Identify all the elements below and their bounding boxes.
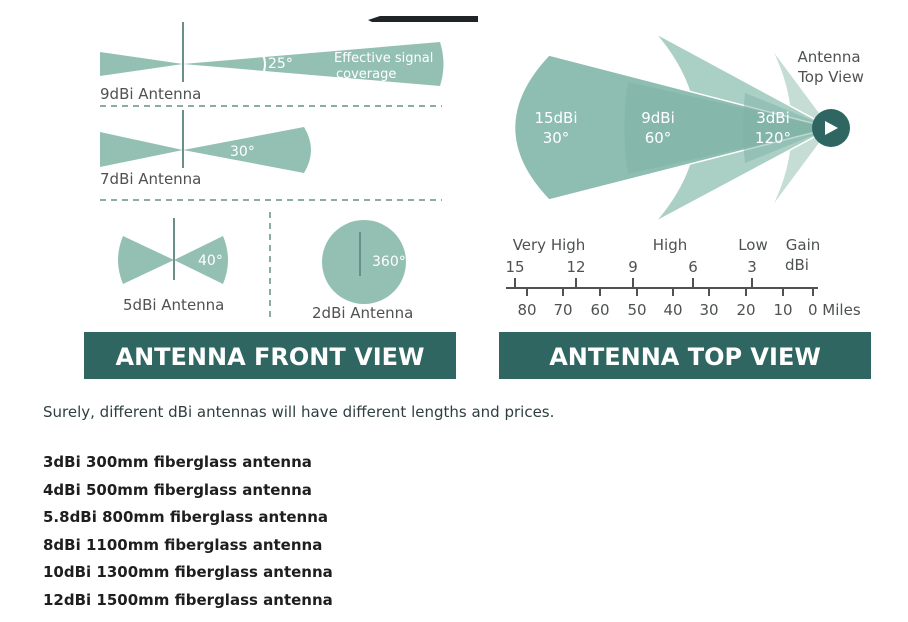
label-9dbi: 9dBi Antenna: [100, 85, 201, 103]
mile-tick-marks: 80 70 60 50 40 30 20 10 0 Miles: [517, 288, 861, 319]
mile-tick-label: 0 Miles: [808, 301, 861, 319]
lobe-3dbi-inner: [743, 93, 831, 163]
mile-tick-label: 50: [627, 301, 646, 319]
gain-tick-label: 6: [688, 258, 698, 276]
list-item: 3dBi 300mm fiberglass antenna: [43, 453, 312, 471]
beam-7dbi-back: [100, 132, 183, 167]
category-very-high: Very High: [513, 236, 586, 254]
beam-9dbi-main: [183, 42, 444, 86]
lobe-3dbi-angle: 120°: [755, 129, 791, 147]
angle-2dbi: 360°: [372, 254, 406, 270]
mile-tick-label: 30: [699, 301, 718, 319]
lobe-15dbi-angle: 30°: [543, 129, 570, 147]
antenna-9dbi: 25° Effective signal coverage 9dBi Anten…: [100, 22, 444, 103]
category-high: High: [653, 236, 687, 254]
distance-scale: Very High High Low Gain dBi 15 12 9 6 3 80 70…: [505, 236, 860, 319]
antenna-length-list: 3dBi 300mm fiberglass antenna 4dBi 500mm…: [43, 449, 333, 615]
mile-tick-label: 10: [773, 301, 792, 319]
antenna-7dbi: 30° 7dBi Antenna: [100, 110, 311, 188]
label-5dbi: 5dBi Antenna: [123, 296, 224, 314]
list-item: 12dBi 1500mm fiberglass antenna: [43, 590, 333, 609]
lobe-9dbi-angle: 60°: [645, 129, 672, 147]
category-low: Low: [738, 236, 768, 254]
gain-tick-label: 12: [566, 258, 585, 276]
top-view-title-line2: Top View: [797, 68, 864, 86]
gain-tick-label: 15: [505, 258, 524, 276]
lobe-15dbi-gain: 15dBi: [534, 109, 577, 127]
gain-header-line1: Gain: [786, 236, 821, 254]
label-7dbi: 7dBi Antenna: [100, 170, 201, 188]
antenna-diagram: 25° Effective signal coverage 9dBi Anten…: [84, 16, 871, 379]
note-line2: coverage: [336, 67, 396, 82]
top-view-banner-text: ANTENNA TOP VIEW: [549, 343, 821, 371]
beam-5dbi-right: [174, 236, 228, 284]
mile-tick-label: 70: [553, 301, 572, 319]
gain-tick-label: 9: [628, 258, 638, 276]
label-2dbi: 2dBi Antenna: [312, 304, 413, 322]
mile-tick-label: 40: [663, 301, 682, 319]
intro-text: Surely, different dBi antennas will have…: [43, 403, 555, 421]
beam-2dbi: [322, 220, 406, 304]
list-item: 8dBi 1100mm fiberglass antenna: [43, 535, 323, 554]
beam-7dbi-main: [183, 127, 311, 173]
top-view-panel: 15dBi 30° 9dBi 60° 3dBi 120° Antenna Top…: [499, 32, 871, 379]
mile-tick-label: 80: [517, 301, 536, 319]
front-view-banner: [84, 332, 456, 379]
top-edge-bar: [368, 16, 478, 22]
front-view-banner-text: ANTENNA FRONT VIEW: [116, 343, 425, 371]
beam-9dbi: [100, 52, 183, 76]
mile-tick-label: 20: [736, 301, 755, 319]
top-view-banner: [499, 332, 871, 379]
gain-tick-label: 3: [747, 258, 757, 276]
angle-5dbi: 40°: [198, 253, 223, 269]
beam-5dbi-left: [118, 236, 174, 284]
list-item: 10dBi 1300mm fiberglass antenna: [43, 563, 333, 582]
play-icon: [825, 121, 838, 135]
lobe-3dbi-gain: 3dBi: [756, 109, 790, 127]
antenna-5dbi: 40° 5dBi Antenna: [118, 218, 228, 314]
gain-header-line2: dBi: [785, 256, 809, 274]
angle-9dbi: 25°: [268, 56, 293, 72]
list-item: 5.8dBi 800mm fiberglass antenna: [43, 508, 329, 527]
angle-arc-9dbi: [261, 52, 266, 77]
top-view-title-line1: Antenna: [797, 48, 860, 66]
note-line1: Effective signal: [334, 51, 433, 66]
gain-tick-labels: 15 12 9 6 3: [505, 258, 757, 288]
antenna-2dbi: 360° 2dBi Antenna: [312, 220, 413, 322]
angle-7dbi: 30°: [230, 144, 255, 160]
mile-tick-label: 60: [590, 301, 609, 319]
lobe-9dbi-inner: [624, 82, 831, 174]
front-view-panel: 25° Effective signal coverage 9dBi Anten…: [84, 22, 456, 379]
lobe-9dbi-gain: 9dBi: [641, 109, 675, 127]
list-item: 4dBi 500mm fiberglass antenna: [43, 480, 312, 499]
